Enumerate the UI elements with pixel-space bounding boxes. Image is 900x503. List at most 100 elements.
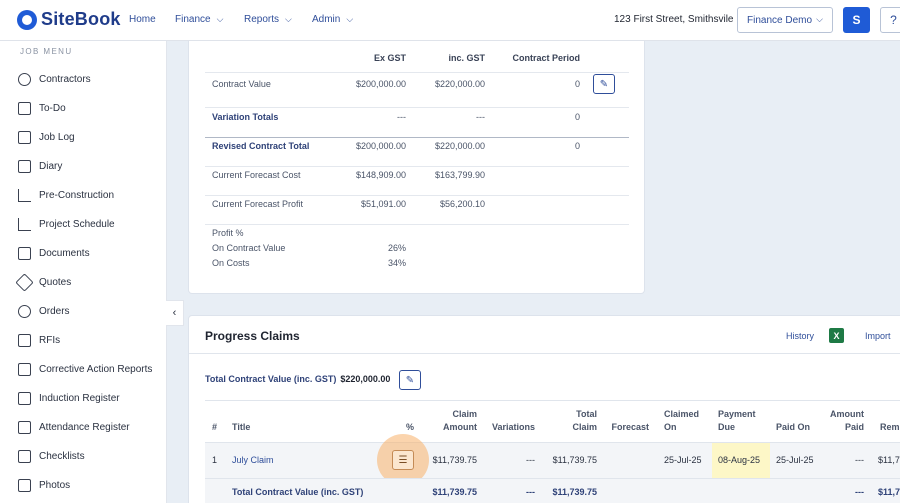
payment-due-highlight (712, 443, 770, 478)
todo-icon (18, 102, 31, 115)
sidebar-item-corrective-action-reports[interactable]: Corrective Action Reports (18, 363, 152, 376)
chevron-down-icon: ⌵ (216, 14, 224, 24)
amount-paid: --- (855, 455, 864, 465)
top-nav-bar: SiteBook Home Finance ⌵ Reports ⌵ Admin ⌵ 1… (0, 0, 900, 41)
edit-contract-button[interactable]: ✎ (593, 74, 615, 94)
divider (205, 72, 629, 73)
totals-claim-amount: $11,739.75 (432, 487, 477, 497)
divider (205, 224, 629, 225)
chevron-down-icon: ⌵ (285, 14, 292, 24)
sidebar-item-quotes[interactable]: Quotes (15, 273, 71, 292)
sidebar-item-todo[interactable]: To-Do (18, 102, 66, 115)
col-ex-gst: Ex GST (373, 53, 406, 63)
totals-remaining: $11,7 (878, 487, 900, 497)
totals-row (205, 479, 900, 503)
orders-icon (18, 305, 31, 318)
sidebar-heading: JOB MENU (20, 47, 73, 56)
sidebar-item-orders[interactable]: Orders (18, 305, 70, 318)
sidebar-item-documents[interactable]: Documents (18, 247, 90, 260)
claim-amount: $11,739.75 (432, 455, 477, 465)
divider (205, 442, 900, 443)
divider (205, 137, 629, 138)
sidebar-item-induction-register[interactable]: Induction Register (18, 392, 120, 405)
excel-export-icon[interactable]: X (829, 328, 844, 343)
diary-icon (18, 160, 31, 173)
project-address: 123 First Street, Smithsvile (614, 14, 734, 25)
help-button[interactable]: ? (880, 7, 900, 33)
nav-admin[interactable]: Admin ⌵ (312, 14, 354, 25)
nav-reports[interactable]: Reports ⌵ (244, 14, 292, 25)
remaining: $11,7 (878, 455, 900, 465)
totals-variations: --- (526, 487, 535, 497)
checklists-icon (18, 450, 31, 463)
totals-total-claim: $11,739.75 (552, 487, 597, 497)
contract-summary-card: Ex GST inc. GST Contract Period Contract… (188, 41, 645, 294)
divider (205, 478, 900, 479)
logo-icon (17, 9, 37, 30)
col-num: # (212, 422, 218, 432)
sidebar-item-contractors[interactable]: Contractors (18, 73, 91, 86)
import-link[interactable]: Import (865, 331, 891, 341)
sidebar-collapse-button[interactable]: ‹ (166, 300, 184, 326)
nav-finance[interactable]: Finance ⌵ (175, 14, 224, 25)
divider (205, 195, 629, 196)
col-percent: % (405, 422, 414, 432)
total-contract-value: Total Contract Value (inc. GST) $220,000.… (205, 374, 391, 384)
sidebar-item-rfis[interactable]: RFIs (18, 334, 60, 347)
col-contract-period: Contract Period (512, 53, 580, 63)
divider (189, 353, 900, 354)
sidebar-item-attendance-register[interactable]: Attendance Register (18, 421, 130, 434)
variations: --- (526, 455, 535, 465)
pencil-icon: ✎ (405, 374, 415, 386)
col-payment-due: Payment Due (718, 409, 756, 432)
contractors-icon (18, 73, 31, 86)
divider (205, 107, 629, 108)
job-log-icon (18, 131, 31, 144)
sidebar-item-pre-construction[interactable]: Pre-Construction (18, 189, 114, 202)
pre-construction-icon (18, 189, 31, 202)
edit-total-contract-button[interactable]: ✎ (399, 370, 421, 390)
induction-icon (18, 392, 31, 405)
sidebar-item-photos[interactable]: Photos (18, 479, 70, 492)
nav-home[interactable]: Home (129, 14, 156, 25)
totals-amount-paid: --- (855, 487, 864, 497)
attendance-icon (18, 421, 31, 434)
user-avatar-button[interactable]: S (843, 7, 870, 33)
claimed-on: 25-Jul-25 (664, 455, 702, 465)
col-inc-gst: inc. GST (448, 53, 485, 63)
divider (205, 400, 900, 401)
sidebar-item-job-log[interactable]: Job Log (18, 131, 75, 144)
chevron-left-icon: ‹ (172, 307, 177, 319)
app-name: SiteBook (41, 9, 121, 29)
rfis-icon (18, 334, 31, 347)
col-amount-paid: Amount Paid (830, 409, 864, 432)
chevron-down-icon: ⌵ (816, 14, 823, 24)
sidebar-item-diary[interactable]: Diary (18, 160, 62, 173)
sidebar-item-project-schedule[interactable]: Project Schedule (18, 218, 115, 231)
totals-label: Total Contract Value (inc. GST) (232, 487, 364, 497)
quotes-icon (15, 273, 34, 292)
progress-claims-title: Progress Claims (205, 329, 300, 343)
sidebar-item-checklists[interactable]: Checklists (18, 450, 85, 463)
payment-due: 08-Aug-25 (718, 455, 761, 465)
claim-title-link[interactable]: July Claim (232, 455, 274, 465)
col-total-claim: Total Claim (572, 409, 597, 432)
col-claim-amount: Claim Amount (443, 409, 477, 432)
chevron-down-icon: ⌵ (346, 14, 354, 24)
sitebook-logo[interactable]: SiteBook (17, 9, 121, 30)
claim-details-button[interactable]: ☰ (392, 450, 414, 470)
photos-icon (18, 479, 31, 492)
progress-claims-card: Progress Claims History X Import Total C… (188, 315, 900, 503)
paid-on: 25-Jul-25 (776, 455, 814, 465)
col-paid-on: Paid On (776, 422, 811, 432)
history-link[interactable]: History (786, 331, 815, 341)
project-select-value: Finance Demo (747, 14, 813, 26)
total-claim: $11,739.75 (552, 455, 597, 465)
col-remaining: Rem (880, 422, 900, 432)
pencil-icon: ✎ (599, 78, 609, 90)
row-num: 1 (212, 455, 218, 465)
project-select[interactable]: Finance Demo ⌵ (737, 7, 833, 33)
col-variations: Variations (491, 422, 535, 432)
col-title: Title (232, 422, 251, 432)
list-icon: ☰ (398, 454, 408, 466)
